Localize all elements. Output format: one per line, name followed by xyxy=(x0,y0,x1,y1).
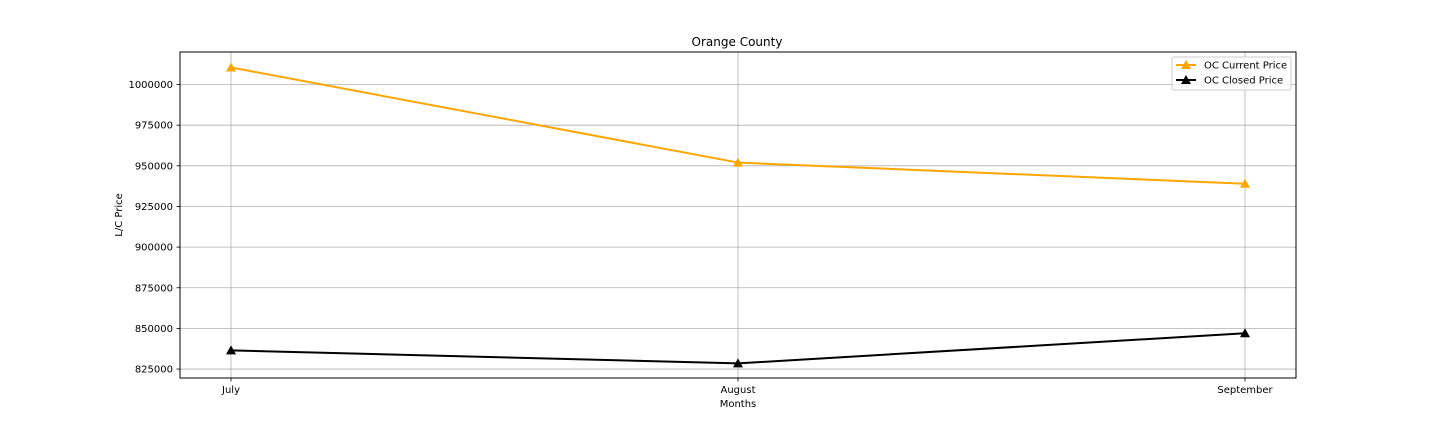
y-tick-label: 825000 xyxy=(135,365,173,376)
series-1 xyxy=(226,328,1250,368)
x-axis-title: Months xyxy=(720,399,757,410)
x-tick-label: August xyxy=(721,385,756,396)
legend-label: OC Closed Price xyxy=(1204,76,1283,87)
y-tick-label: 900000 xyxy=(135,243,173,254)
grid xyxy=(180,52,1296,378)
legend-marker xyxy=(1181,75,1191,84)
data-point xyxy=(1240,328,1250,338)
x-tick-label: July xyxy=(221,385,240,396)
y-tick-label: 850000 xyxy=(135,324,173,335)
ticks: 825000 850000 875000 900000 925000 950000 9750… xyxy=(128,80,1273,396)
series-0 xyxy=(226,62,1250,188)
series-layer xyxy=(226,62,1250,368)
y-tick-label: 875000 xyxy=(135,283,173,294)
legend-marker xyxy=(1181,60,1191,69)
y-axis-title: L/C Price xyxy=(114,193,125,237)
y-tick-label: 950000 xyxy=(135,161,173,172)
y-tick-label: 925000 xyxy=(135,202,173,213)
chart-title: Orange County xyxy=(692,35,783,49)
legend: OC Current Price OC Closed Price xyxy=(1171,56,1292,91)
data-point xyxy=(733,358,743,368)
data-point xyxy=(226,62,236,72)
data-point xyxy=(226,345,236,355)
legend-box xyxy=(1171,56,1292,91)
x-tick-label: September xyxy=(1217,385,1273,396)
data-point xyxy=(1240,178,1250,188)
data-point xyxy=(733,157,743,167)
legend-label: OC Current Price xyxy=(1204,61,1287,72)
y-tick-label: 975000 xyxy=(135,121,173,132)
y-tick-label: 1000000 xyxy=(128,80,173,91)
